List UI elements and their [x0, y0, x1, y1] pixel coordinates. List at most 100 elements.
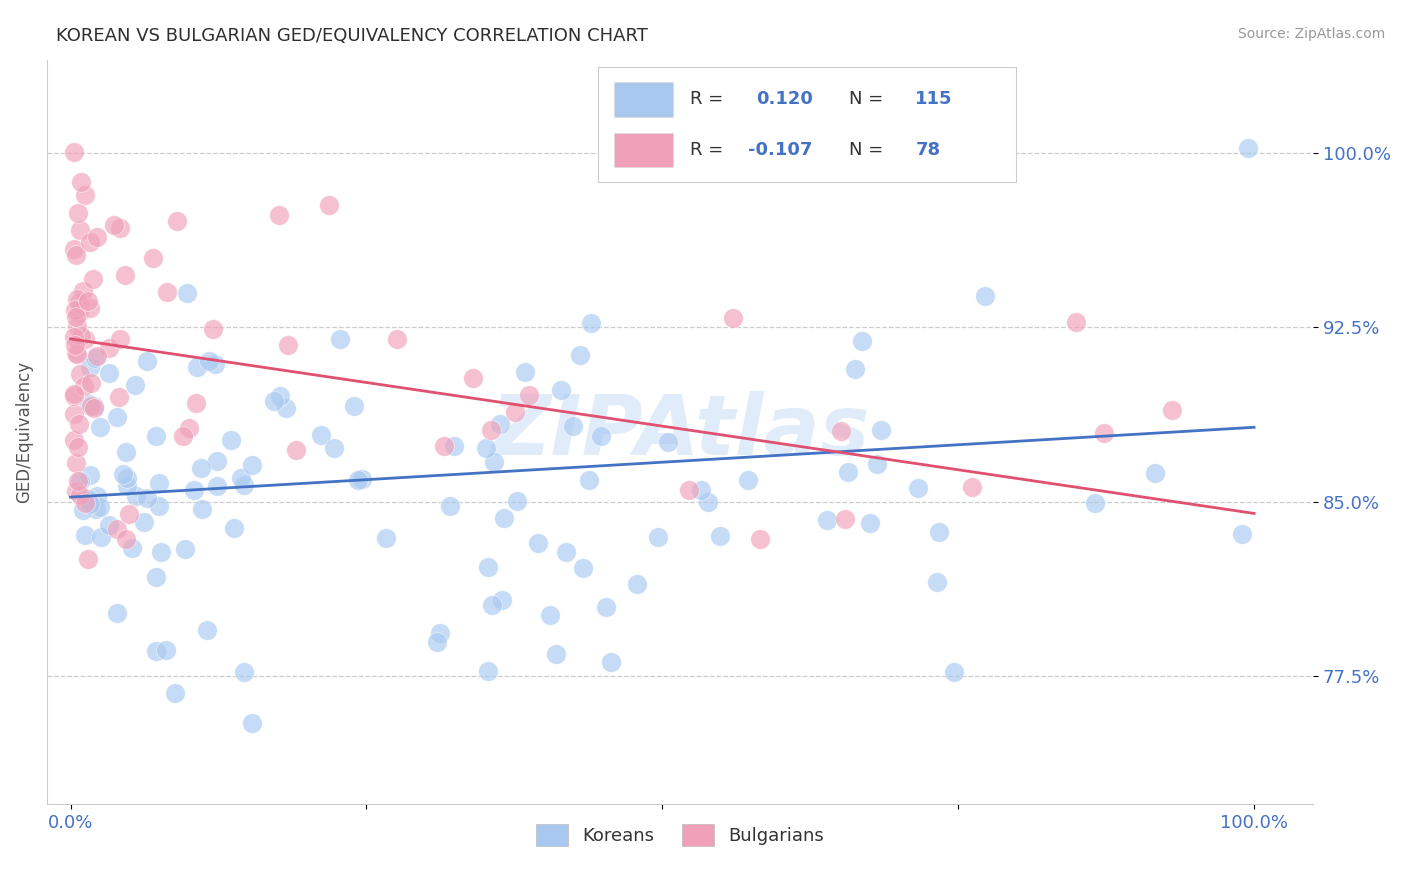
Point: [103, 275, 125, 289]
Point: [489, 268, 512, 282]
Point: [114, 573, 136, 587]
Point: [84, 469, 107, 483]
Point: [626, 486, 648, 500]
Point: [224, 433, 246, 447]
Point: [284, 425, 307, 439]
Point: [80, 333, 103, 347]
Point: [115, 528, 138, 542]
Point: [174, 436, 197, 450]
Text: Source: ZipAtlas.com: Source: ZipAtlas.com: [1237, 27, 1385, 41]
Point: [907, 318, 929, 333]
Point: [572, 533, 595, 548]
Point: [149, 483, 172, 497]
Point: [274, 483, 297, 497]
Point: [721, 336, 744, 351]
Point: [142, 223, 165, 237]
Point: [263, 519, 285, 533]
Point: [63, 167, 86, 181]
Point: [837, 356, 859, 370]
Text: ZIPAtlas: ZIPAtlas: [491, 392, 870, 473]
Point: [63, 305, 86, 319]
Point: [86, 411, 108, 425]
Point: [114, 268, 136, 282]
Point: [375, 461, 398, 475]
Point: [72, 322, 94, 336]
Point: [690, 599, 713, 614]
Point: [86, 489, 108, 503]
Legend: Koreans, Bulgarians: Koreans, Bulgarians: [527, 814, 834, 855]
Point: [815, 336, 838, 351]
Point: [63, 173, 86, 187]
Point: [426, 480, 449, 494]
Point: [844, 443, 866, 458]
Point: [65, 377, 87, 392]
Point: [86, 553, 108, 567]
Point: [82, 235, 104, 250]
Point: [77, 286, 100, 301]
Point: [233, 546, 256, 560]
Point: [204, 667, 226, 681]
Point: [748, 617, 770, 632]
Point: [197, 460, 219, 475]
Point: [942, 417, 965, 431]
Point: [65, 178, 87, 192]
Point: [66, 399, 89, 413]
Point: [318, 362, 340, 376]
Point: [1232, 344, 1254, 359]
Point: [830, 425, 852, 439]
Point: [589, 505, 612, 519]
Point: [63, 205, 86, 219]
Point: [323, 593, 346, 607]
Point: [461, 300, 484, 314]
Point: [77, 228, 100, 243]
Point: [73, 485, 96, 500]
Point: [561, 386, 583, 401]
Point: [1092, 556, 1115, 570]
Point: [1144, 440, 1167, 454]
Point: [709, 588, 731, 602]
Point: [177, 415, 200, 429]
Point: [974, 337, 997, 351]
Point: [63, 366, 86, 380]
Point: [105, 478, 128, 492]
Point: [600, 416, 623, 430]
Point: [105, 298, 128, 312]
Point: [121, 715, 143, 730]
Point: [657, 456, 679, 470]
Point: [66, 475, 89, 489]
Point: [678, 578, 700, 592]
Point: [69, 346, 91, 360]
Point: [89, 502, 111, 516]
Point: [190, 537, 212, 551]
Point: [346, 487, 368, 501]
Point: [156, 359, 179, 374]
Point: [83, 251, 105, 265]
Point: [145, 484, 167, 499]
Point: [198, 496, 221, 510]
Point: [737, 652, 759, 666]
Point: [136, 683, 159, 698]
Point: [1161, 434, 1184, 448]
Point: [834, 441, 856, 455]
Point: [242, 368, 264, 382]
Point: [79, 520, 101, 534]
Point: [527, 465, 550, 479]
Point: [277, 323, 299, 337]
Point: [515, 434, 537, 448]
Point: [554, 392, 576, 406]
Point: [110, 318, 132, 332]
Point: [114, 302, 136, 317]
Point: [105, 463, 128, 477]
Point: [163, 359, 186, 374]
Point: [125, 645, 148, 659]
Point: [474, 437, 496, 451]
Point: [69, 525, 91, 540]
Point: [186, 335, 208, 350]
Point: [595, 450, 617, 464]
Point: [63, 318, 86, 333]
Point: [148, 606, 170, 620]
Point: [269, 349, 291, 363]
Point: [70, 186, 93, 201]
Point: [84, 502, 107, 516]
Point: [697, 520, 720, 534]
